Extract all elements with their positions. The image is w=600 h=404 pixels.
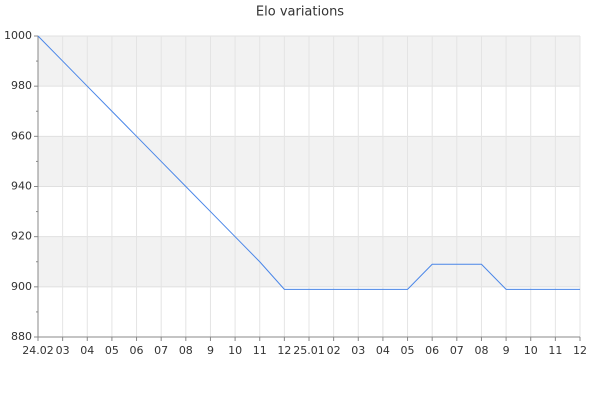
x-tick-label: 05 xyxy=(401,344,415,357)
x-tick-label: 06 xyxy=(130,344,144,357)
y-tick-label: 920 xyxy=(11,230,32,243)
x-tick-label: 07 xyxy=(450,344,464,357)
chart-title: Elo variations xyxy=(256,5,344,20)
y-tick-label: 880 xyxy=(11,330,32,343)
x-tick-label: 12 xyxy=(573,344,587,357)
x-tick-label: 03 xyxy=(56,344,70,357)
x-tick-label: 24.02 xyxy=(22,344,54,357)
x-tick-label: 11 xyxy=(548,344,562,357)
x-tick-label: 9 xyxy=(207,344,214,357)
y-tick-label: 940 xyxy=(11,180,32,193)
y-tick-label: 960 xyxy=(11,129,32,142)
x-tick-label: 05 xyxy=(105,344,119,357)
x-tick-label: 25.01 xyxy=(293,344,325,357)
line xyxy=(37,35,580,290)
x-tick-label: 04 xyxy=(376,344,390,357)
y-tick-label: 980 xyxy=(11,79,32,92)
x-tick-label: 11 xyxy=(253,344,267,357)
x-tick-label: 08 xyxy=(179,344,193,357)
x-tick-label: 10 xyxy=(228,344,242,357)
x-tick-label: 06 xyxy=(425,344,439,357)
x-tick-label: 10 xyxy=(524,344,538,357)
x-tick-label: 9 xyxy=(503,344,510,357)
x-tick-label: 02 xyxy=(327,344,341,357)
x-tick-label: 03 xyxy=(351,344,365,357)
x-tick-label: 07 xyxy=(154,344,168,357)
y-tick-label: 900 xyxy=(11,280,32,293)
x-tick-label: 08 xyxy=(474,344,488,357)
x-tick-label: 12 xyxy=(277,344,291,357)
y-tick-label: 1000 xyxy=(4,29,32,42)
x-tick-label: 04 xyxy=(80,344,94,357)
